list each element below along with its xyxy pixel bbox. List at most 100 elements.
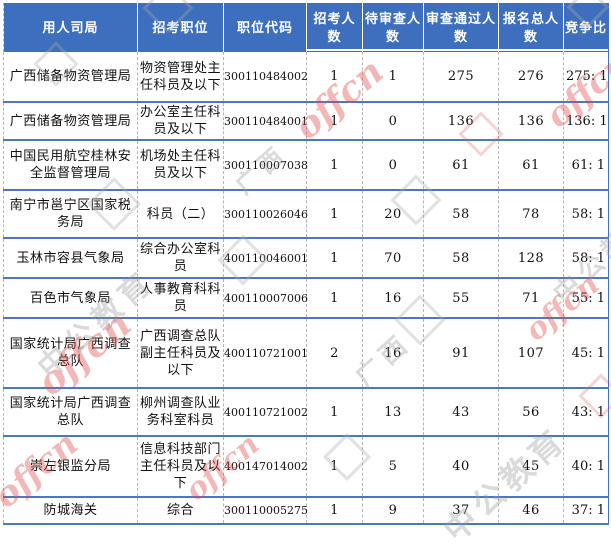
cell-position: 柳州调查队业务科室科员 bbox=[137, 388, 224, 436]
cell-total: 128 bbox=[498, 238, 564, 278]
cell-ratio: 55: 1 bbox=[563, 278, 609, 318]
cell-position: 机场处主任科员及以下 bbox=[137, 140, 224, 190]
cell-pending: 5 bbox=[362, 436, 424, 497]
col-header-dept: 用人司局 bbox=[3, 3, 138, 52]
cell-position: 综合 bbox=[137, 497, 224, 524]
col-header-position: 招考职位 bbox=[137, 3, 224, 52]
cell-pending: 70 bbox=[362, 238, 424, 278]
cell-recruit: 1 bbox=[306, 436, 363, 497]
cell-code: 400110721001 bbox=[223, 318, 308, 388]
cell-total: 78 bbox=[498, 190, 564, 238]
col-header-total-count: 报名总人数 bbox=[498, 3, 564, 52]
cell-passed: 58 bbox=[423, 238, 499, 278]
cell-recruit: 1 bbox=[306, 278, 363, 318]
cell-dept: 南宁市邕宁区国家税务局 bbox=[3, 190, 138, 238]
cell-ratio: 43: 1 bbox=[563, 388, 609, 436]
cell-passed: 55 bbox=[423, 278, 499, 318]
cell-dept: 百色市气象局 bbox=[3, 278, 138, 318]
cell-passed: 61 bbox=[423, 140, 499, 190]
cell-passed: 43 bbox=[423, 388, 499, 436]
cell-position: 科员（二） bbox=[137, 190, 224, 238]
recruitment-stats-table: 用人司局 招考职位 职位代码 招考人数 待审查人数 审查通过人数 报名总人数 竞… bbox=[3, 3, 609, 525]
cell-passed: 275 bbox=[423, 52, 499, 102]
cell-total: 276 bbox=[498, 52, 564, 102]
cell-code: 400147014002 bbox=[223, 436, 308, 497]
cell-code: 300110005275 bbox=[223, 497, 308, 524]
cell-code: 300110484001 bbox=[223, 102, 308, 140]
cell-recruit: 1 bbox=[306, 388, 363, 436]
table-row: 防城海关 综合 300110005275 1 9 37 46 37: 1 bbox=[3, 497, 609, 524]
cell-code: 400110007006 bbox=[223, 278, 308, 318]
table-row: 南宁市邕宁区国家税务局 科员（二） 300110026046 1 20 58 7… bbox=[3, 190, 609, 238]
cell-passed: 40 bbox=[423, 436, 499, 497]
cell-recruit: 1 bbox=[306, 52, 363, 102]
cell-ratio: 58: 1 bbox=[563, 190, 609, 238]
cell-position: 物资管理处主任科员及以下 bbox=[137, 52, 224, 102]
recruitment-stats-table-wrap: 用人司局 招考职位 职位代码 招考人数 待审查人数 审查通过人数 报名总人数 竞… bbox=[3, 3, 609, 525]
cell-code: 300110007038 bbox=[223, 140, 308, 190]
cell-position: 办公室主任科员及以下 bbox=[137, 102, 224, 140]
cell-pending: 16 bbox=[362, 278, 424, 318]
cell-dept: 中国民用航空桂林安全监督管理局 bbox=[3, 140, 138, 190]
cell-code: 400110721002 bbox=[223, 388, 308, 436]
cell-total: 71 bbox=[498, 278, 564, 318]
cell-total: 45 bbox=[498, 436, 564, 497]
table-row: 百色市气象局 人事教育科科员 400110007006 1 16 55 71 5… bbox=[3, 278, 609, 318]
col-header-code: 职位代码 bbox=[223, 3, 307, 52]
table-row: 崇左银监分局 信息科技部门主任科员及以下 400147014002 1 5 40… bbox=[3, 436, 609, 497]
cell-ratio: 40: 1 bbox=[563, 436, 609, 497]
cell-dept: 国家统计局广西调查总队 bbox=[3, 318, 138, 388]
cell-recruit: 1 bbox=[306, 140, 363, 190]
cell-total: 46 bbox=[498, 497, 564, 524]
cell-dept: 广西储备物资管理局 bbox=[3, 102, 138, 140]
cell-dept: 玉林市容县气象局 bbox=[3, 238, 138, 278]
cell-ratio: 275: 1 bbox=[563, 52, 609, 102]
header-row: 用人司局 招考职位 职位代码 招考人数 待审查人数 审查通过人数 报名总人数 竞… bbox=[3, 3, 609, 52]
table-row: 玉林市容县气象局 综合办公室科员 400110046001 1 70 58 12… bbox=[3, 238, 609, 278]
cell-passed: 91 bbox=[423, 318, 499, 388]
cell-total: 56 bbox=[498, 388, 564, 436]
cell-position: 信息科技部门主任科员及以下 bbox=[137, 436, 224, 497]
cell-dept: 防城海关 bbox=[3, 497, 138, 524]
cell-code: 400110046001 bbox=[223, 238, 308, 278]
cell-recruit: 1 bbox=[306, 190, 363, 238]
cell-pending: 0 bbox=[362, 140, 424, 190]
cell-code: 300110484002 bbox=[223, 52, 308, 102]
cell-dept: 崇左银监分局 bbox=[3, 436, 138, 497]
cell-code: 300110026046 bbox=[223, 190, 308, 238]
cell-recruit: 2 bbox=[306, 318, 363, 388]
cell-ratio: 58: 1 bbox=[563, 238, 609, 278]
cell-total: 136 bbox=[498, 102, 564, 140]
cell-ratio: 37: 1 bbox=[563, 497, 609, 524]
cell-total: 61 bbox=[498, 140, 564, 190]
cell-passed: 58 bbox=[423, 190, 499, 238]
cell-total: 107 bbox=[498, 318, 564, 388]
cell-dept: 广西储备物资管理局 bbox=[3, 52, 138, 102]
table-body: 广西储备物资管理局 物资管理处主任科员及以下 300110484002 1 1 … bbox=[3, 52, 609, 524]
cell-ratio: 45: 1 bbox=[563, 318, 609, 388]
cell-recruit: 1 bbox=[306, 497, 363, 524]
table-row: 中国民用航空桂林安全监督管理局 机场处主任科员及以下 300110007038 … bbox=[3, 140, 609, 190]
col-header-passed-count: 审查通过人数 bbox=[423, 3, 499, 52]
table-row: 广西储备物资管理局 办公室主任科员及以下 300110484001 1 0 13… bbox=[3, 102, 609, 140]
cell-pending: 1 bbox=[362, 52, 424, 102]
cell-position: 综合办公室科员 bbox=[137, 238, 224, 278]
table-row: 国家统计局广西调查总队 柳州调查队业务科室科员 400110721002 1 1… bbox=[3, 388, 609, 436]
cell-recruit: 1 bbox=[306, 238, 363, 278]
cell-recruit: 1 bbox=[306, 102, 363, 140]
cell-pending: 20 bbox=[362, 190, 424, 238]
cell-pending: 0 bbox=[362, 102, 424, 140]
table-row: 广西储备物资管理局 物资管理处主任科员及以下 300110484002 1 1 … bbox=[3, 52, 609, 102]
cell-pending: 16 bbox=[362, 318, 424, 388]
col-header-recruit-count: 招考人数 bbox=[306, 3, 363, 52]
cell-passed: 136 bbox=[423, 102, 499, 140]
col-header-ratio: 竞争比 bbox=[563, 3, 609, 52]
cell-ratio: 136: 1 bbox=[563, 102, 609, 140]
cell-passed: 37 bbox=[423, 497, 499, 524]
table-row: 国家统计局广西调查总队 广西调查总队副主任科员及以下 400110721001 … bbox=[3, 318, 609, 388]
cell-position: 广西调查总队副主任科员及以下 bbox=[137, 318, 224, 388]
table-header: 用人司局 招考职位 职位代码 招考人数 待审查人数 审查通过人数 报名总人数 竞… bbox=[3, 3, 609, 52]
cell-position: 人事教育科科员 bbox=[137, 278, 224, 318]
col-header-pending-count: 待审查人数 bbox=[362, 3, 424, 52]
cell-pending: 9 bbox=[362, 497, 424, 524]
